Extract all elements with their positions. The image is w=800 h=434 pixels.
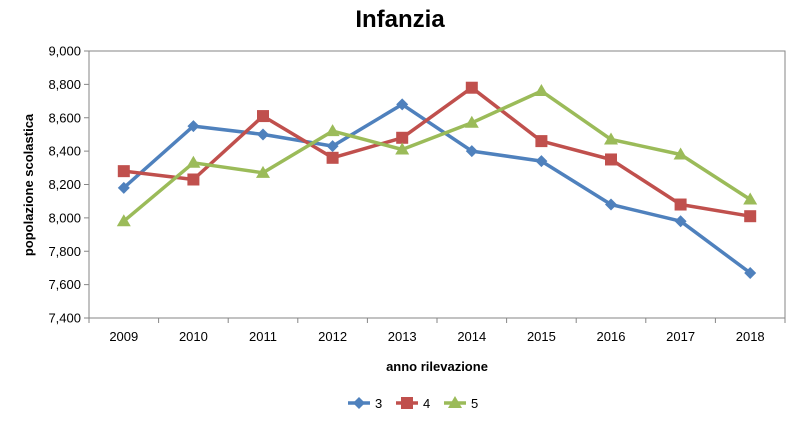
series-4 xyxy=(117,81,757,223)
legend-marker xyxy=(448,396,462,408)
y-tick-label: 7,600 xyxy=(48,277,81,292)
x-tick-label: 2015 xyxy=(527,329,556,344)
data-point xyxy=(673,147,688,160)
x-tick-label: 2016 xyxy=(597,329,626,344)
data-point xyxy=(257,110,269,123)
x-tick-label: 2012 xyxy=(318,329,347,344)
x-tick-label: 2017 xyxy=(666,329,695,344)
y-tick-label: 7,400 xyxy=(48,311,81,326)
data-point xyxy=(465,145,478,158)
data-point xyxy=(605,153,617,166)
x-axis-label: anno rilevazione xyxy=(386,359,488,374)
legend-marker xyxy=(353,397,365,409)
data-point xyxy=(604,132,618,145)
data-point xyxy=(674,215,687,228)
series-line xyxy=(122,102,752,275)
data-point xyxy=(744,266,757,279)
data-point xyxy=(326,140,339,153)
series-line xyxy=(122,89,752,223)
x-tick-label: 2013 xyxy=(388,329,417,344)
series-3 xyxy=(117,98,757,279)
x-axis: 2009 2010 2011 2012 2013 2014 2015 2016 2017 2018 xyxy=(88,318,786,344)
y-axis-label: popolazione scolastica xyxy=(21,113,36,256)
data-point xyxy=(396,98,409,111)
series-line xyxy=(123,85,751,218)
x-tick-label: 2009 xyxy=(109,329,138,344)
legend-label: 5 xyxy=(471,396,478,411)
data-point xyxy=(187,173,200,186)
data-point xyxy=(535,155,548,168)
data-point xyxy=(257,128,269,141)
data-point xyxy=(326,151,339,164)
legend-marker xyxy=(401,397,413,409)
data-point xyxy=(187,120,200,133)
data-point xyxy=(256,165,270,178)
y-tick-label: 8,600 xyxy=(48,110,81,125)
x-tick-label: 2014 xyxy=(457,329,486,344)
data-point xyxy=(116,214,131,227)
x-tick-label: 2010 xyxy=(179,329,208,344)
data-point xyxy=(743,192,758,205)
x-tick-label: 2011 xyxy=(249,329,277,344)
y-tick-label: 8,400 xyxy=(48,144,81,159)
y-tick-label: 8,200 xyxy=(48,177,81,192)
data-point xyxy=(117,181,130,194)
data-point xyxy=(535,135,548,148)
legend: 3 4 5 xyxy=(348,396,478,411)
y-tick-label: 8,800 xyxy=(48,77,81,92)
y-tick-label: 8,000 xyxy=(48,210,81,225)
y-tick-label: 9,000 xyxy=(48,44,81,59)
legend-label: 3 xyxy=(375,396,382,411)
legend-item-4: 4 xyxy=(396,396,430,411)
data-point xyxy=(465,81,478,94)
data-point xyxy=(117,165,130,178)
data-point xyxy=(186,155,201,168)
data-point xyxy=(605,198,617,211)
y-axis: 7,400 7,600 7,800 8,000 8,200 8,400 8,600 8,800… xyxy=(48,44,89,326)
data-point xyxy=(395,142,410,155)
y-tick-label: 7,800 xyxy=(48,244,81,259)
chart-title: Infanzia xyxy=(355,6,445,33)
legend-item-3: 3 xyxy=(348,396,382,411)
data-point xyxy=(325,124,340,137)
legend-item-5: 5 xyxy=(444,396,478,411)
data-point xyxy=(396,131,409,144)
data-point xyxy=(464,115,479,128)
x-tick-label: 2018 xyxy=(736,329,765,344)
legend-label: 4 xyxy=(423,396,430,411)
series-5 xyxy=(116,84,758,227)
data-point xyxy=(534,84,549,97)
series-layer xyxy=(116,81,758,279)
data-point xyxy=(674,198,687,211)
data-point xyxy=(744,210,757,223)
